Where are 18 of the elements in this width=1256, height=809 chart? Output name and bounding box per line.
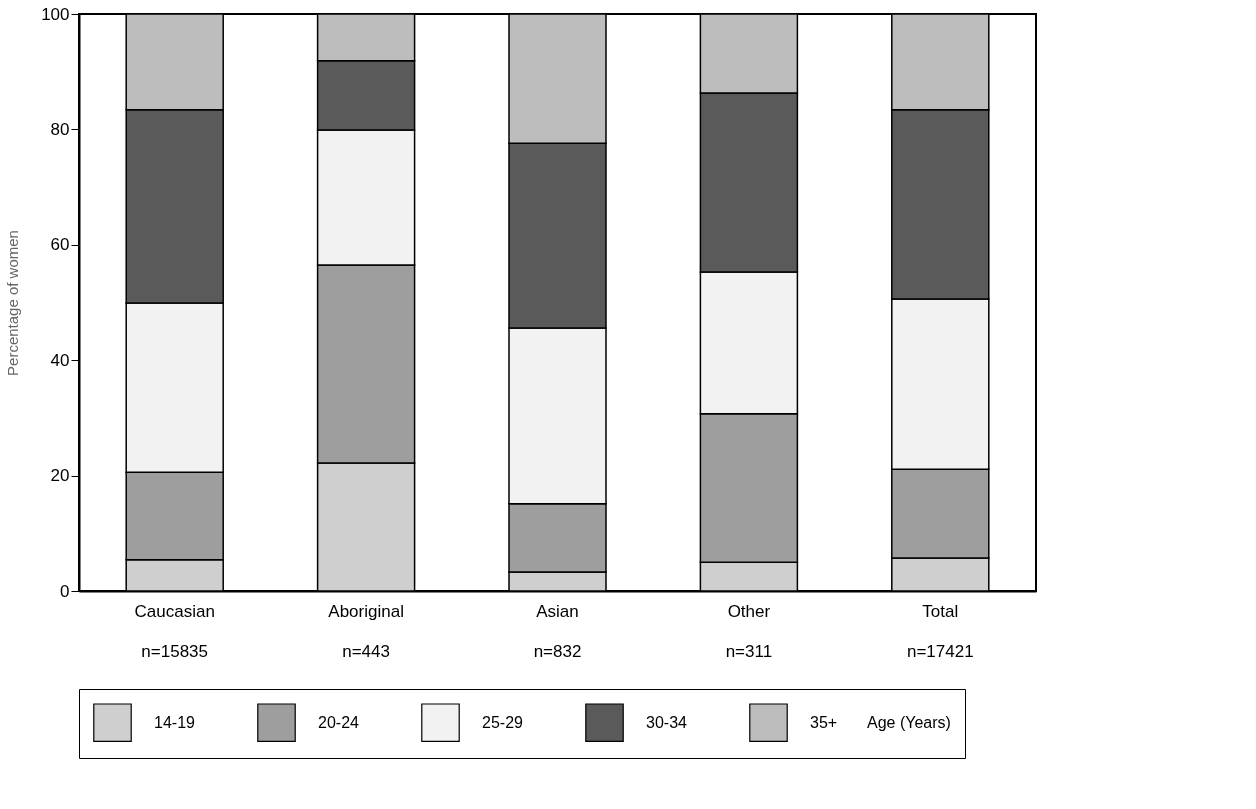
legend-label: 14-19 [154, 713, 196, 731]
y-axis-title: Percentage of women [4, 230, 22, 376]
y-tick-label: 20 [50, 466, 70, 486]
category-label: Aboriginal n=443 [328, 601, 404, 661]
category-label: Other n=311 [725, 601, 773, 661]
y-tick-label: 100 [41, 4, 70, 24]
legend-label: 20-24 [318, 713, 360, 731]
y-tick-label: 0 [60, 581, 70, 601]
y-tick-label: 60 [50, 235, 70, 255]
legend-title: Age (Years) [867, 714, 951, 731]
category-label: Caucasian n=15835 [134, 601, 215, 661]
y-tick-label: 80 [50, 119, 70, 139]
legend-label: 30-34 [646, 713, 688, 731]
category-label: Asian n=832 [533, 601, 582, 661]
category-label: Total n=17421 [906, 601, 974, 661]
y-tick-label: 40 [50, 350, 70, 370]
legend-label: 25-29 [482, 713, 524, 731]
legend-label: 35+ [810, 713, 838, 731]
